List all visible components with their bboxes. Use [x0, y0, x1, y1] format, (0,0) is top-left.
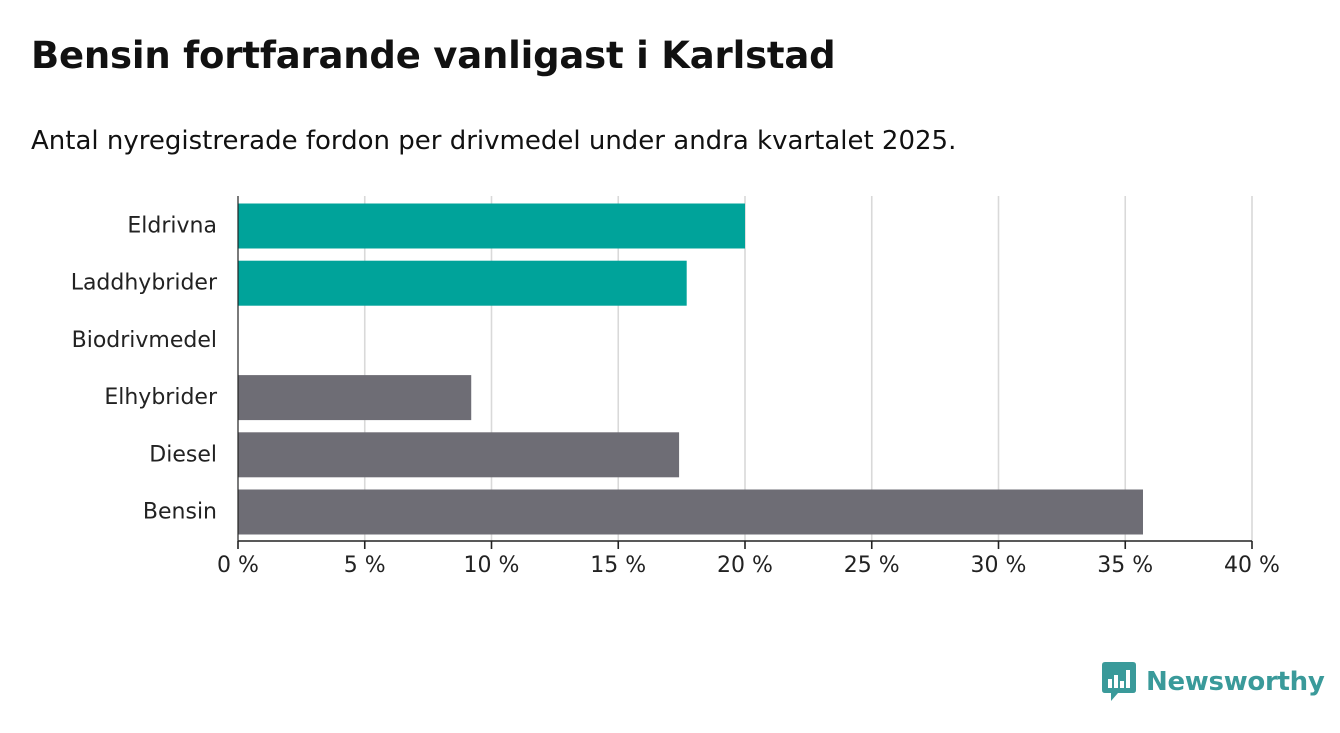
x-tick-label: 25 %: [844, 553, 900, 578]
bar-elhybrider: [238, 375, 472, 421]
category-label: Laddhybrider: [71, 271, 218, 296]
category-label: Bensin: [143, 500, 217, 525]
category-label: Eldrivna: [127, 214, 217, 239]
category-labels: Eldrivna Laddhybrider Biodrivmedel Elhybrid…: [71, 214, 218, 525]
chart-title: Bensin fortfarande vanligast i Karlstad: [31, 34, 836, 77]
x-tick-label: 15 %: [590, 553, 646, 578]
x-tick-label: 0 %: [217, 553, 259, 578]
newsworthy-logo-icon: [1102, 662, 1136, 701]
bar-eldrivna: [238, 203, 745, 249]
bar-diesel: [238, 432, 680, 478]
category-label: Biodrivmedel: [72, 328, 217, 353]
gridlines: [363, 196, 1253, 541]
bar-bensin: [238, 489, 1143, 535]
x-tick-label: 10 %: [464, 553, 520, 578]
x-tick-label: 30 %: [971, 553, 1027, 578]
newsworthy-logo: Newsworthy: [1102, 662, 1325, 702]
brand-name: Newsworthy: [1146, 667, 1325, 697]
x-tick-label: 20 %: [717, 553, 773, 578]
x-tick-label: 40 %: [1224, 553, 1280, 578]
bars: [238, 203, 1143, 535]
x-axis: 0 % 5 % 10 % 15 % 20 % 25 % 30 % 35 % 40 %: [217, 196, 1280, 578]
category-label: Elhybrider: [104, 385, 218, 410]
chart-subtitle: Antal nyregistrerade fordon per drivmede…: [31, 126, 957, 156]
x-tick-label: 35 %: [1097, 553, 1153, 578]
x-tick-label: 5 %: [344, 553, 386, 578]
bar-laddhybrider: [238, 260, 687, 306]
category-label: Diesel: [149, 442, 217, 467]
